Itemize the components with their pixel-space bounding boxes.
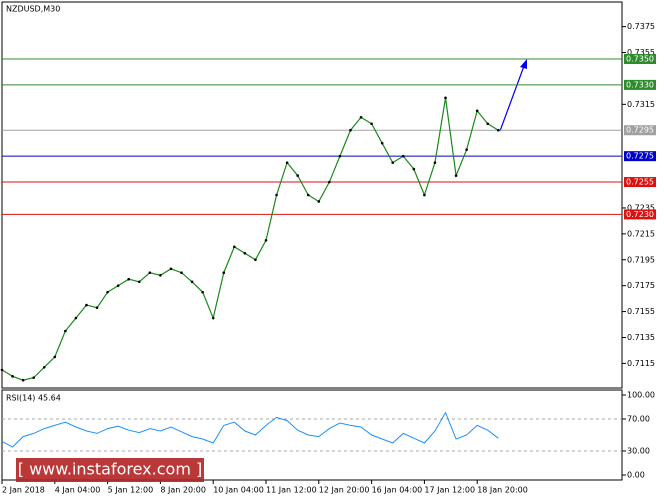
price-point [423,193,426,197]
level-label: 0.7255 [626,178,654,187]
x-tick-label: 11 Jan 12:00 [266,486,317,495]
rsi-line [1,411,499,448]
price-point [497,128,500,132]
price-point [53,355,57,359]
price-point [475,109,479,113]
price-point [11,375,14,378]
level-label-box [624,151,656,162]
price-point [486,122,490,126]
price-point [233,245,236,249]
rsi-tick-label: 100.00 [627,391,655,400]
price-point [444,96,447,100]
y-tick-label: 0.7315 [627,100,655,109]
price-point [64,329,67,333]
x-tick-label: 10 Jan 04:00 [213,486,264,495]
price-point [211,316,215,320]
price-point [391,161,395,164]
level-label: 0.7295 [626,126,654,135]
rsi-tick-label: 30.00 [627,447,650,456]
y-tick-label: 0.7195 [627,255,655,264]
y-tick-label: 0.7355 [627,48,655,57]
rsi-tick-label: 70.00 [627,415,650,424]
price-point [433,161,437,164]
x-tick-label: 8 Jan 20:00 [160,486,206,495]
price-point [169,267,173,271]
price-point [222,271,226,275]
price-point [275,193,278,197]
level-label: 0.7275 [626,152,654,161]
price-point [85,303,88,307]
level-label-box [624,53,656,64]
y-tick-label: 0.7115 [627,359,655,368]
x-tick-label: 16 Jan 04:00 [372,486,423,495]
level-label-box [624,209,656,220]
level-label: 0.7350 [626,54,654,63]
price-point [328,180,331,184]
x-tick-label: 4 Jan 04:00 [55,486,101,495]
watermark-box [16,458,204,482]
chart-title: NZDUSD,M30 [6,5,60,14]
rsi-panel [1,389,623,481]
y-tick-label: 0.7175 [627,281,655,290]
level-label-box [624,79,656,90]
price-point [454,174,458,177]
level-label-box [624,125,656,136]
x-tick-label: 17 Jan 12:00 [424,486,475,495]
price-point [106,290,109,294]
price-point [148,271,152,275]
price-point [338,154,342,158]
price-point [137,280,141,284]
y-tick-label: 0.7215 [627,229,655,238]
price-point [412,167,416,171]
price-point [95,306,99,309]
price-point [159,274,162,277]
price-point [21,378,25,382]
price-point [264,239,268,242]
x-tick-label: 18 Jan 20:00 [477,486,528,495]
y-tick-label: 0.7135 [627,333,655,342]
y-tick-label: 0.7235 [627,203,655,212]
x-tick-label: 2 Jan 2018 [2,486,45,495]
price-point [127,277,131,281]
price-point [116,284,120,287]
price-point [190,280,194,284]
forecast-arrow [499,65,525,132]
level-label: 0.7330 [626,80,654,89]
price-point [317,200,321,203]
price-point [380,141,384,145]
price-point [0,368,4,372]
price-point [243,251,247,255]
x-tick-label: 12 Jan 20:00 [319,486,370,495]
x-tick-label: 5 Jan 12:00 [108,486,154,495]
price-point [254,258,257,262]
price-point [285,161,289,164]
level-label: 0.7230 [626,210,654,219]
price-point [306,193,310,197]
price-point [180,271,183,275]
price-point [201,290,204,294]
rsi-title: RSI(14) 45.64 [6,394,61,403]
price-point [401,154,405,158]
y-tick-label: 0.7155 [627,307,655,316]
watermark: [ www.instaforex.com ] [18,460,202,479]
rsi-tick-label: 0.00 [627,471,645,480]
price-point [359,115,363,119]
level-label-box [624,177,656,188]
price-point [349,128,352,132]
price-point [32,376,35,379]
price-panel [1,1,623,389]
price-point [74,316,78,320]
arrow-head [520,59,527,69]
price-point [370,122,373,126]
price-line [1,97,499,381]
price-point [296,174,299,177]
y-tick-label: 0.7375 [627,22,655,31]
price-point [42,365,46,369]
price-point [465,148,468,151]
